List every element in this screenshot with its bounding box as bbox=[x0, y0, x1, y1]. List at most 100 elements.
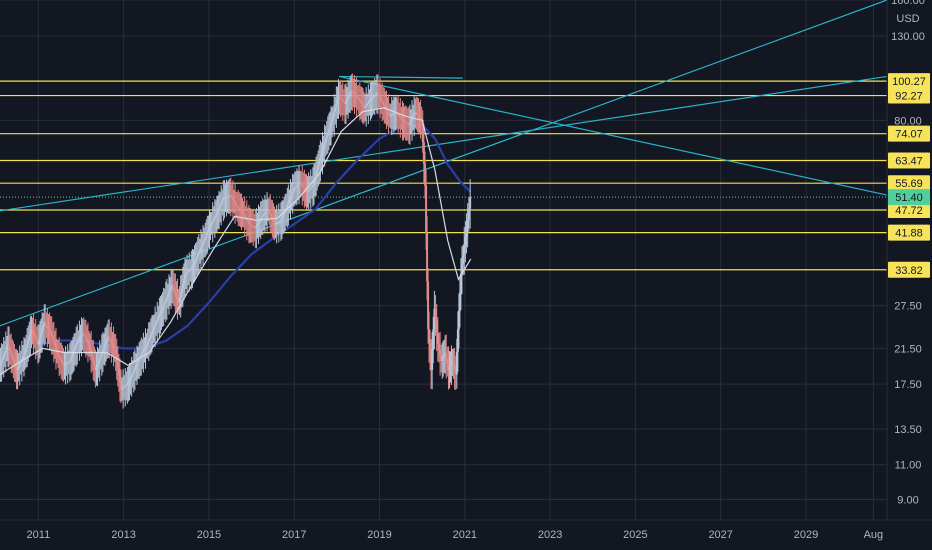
candle-body bbox=[44, 322, 47, 325]
candle-body bbox=[246, 220, 249, 223]
candle-body bbox=[271, 216, 274, 220]
candle-body bbox=[455, 351, 458, 375]
candle-body bbox=[262, 213, 265, 216]
candle-body bbox=[447, 364, 450, 370]
candle-body bbox=[158, 315, 161, 318]
candle-body bbox=[76, 342, 79, 345]
candle-body bbox=[13, 360, 16, 364]
candle-body bbox=[379, 96, 382, 99]
candle-body bbox=[230, 196, 233, 199]
price-axis[interactable]: USD 160.00 130.00 80.00 27.50 21.50 17.50 13.5… bbox=[886, 0, 932, 550]
candle-body bbox=[143, 348, 146, 351]
candle-body bbox=[428, 329, 431, 343]
candle-body bbox=[68, 360, 71, 362]
candle-body bbox=[166, 294, 169, 298]
candle-body bbox=[435, 320, 438, 333]
time-axis[interactable]: 2011 2013 2015 2017 2019 2021 2023 2025 2027 2029… bbox=[0, 519, 932, 541]
candle-body bbox=[323, 142, 326, 147]
candle-body bbox=[346, 99, 349, 102]
candle-body bbox=[459, 274, 462, 293]
candle-body bbox=[244, 216, 247, 219]
candle-body bbox=[332, 116, 335, 121]
candle-body bbox=[125, 384, 128, 386]
candle-body bbox=[367, 102, 370, 104]
candle-body bbox=[93, 361, 96, 366]
candle-body bbox=[338, 96, 341, 98]
candle-body bbox=[399, 116, 402, 118]
candle-body bbox=[413, 113, 416, 117]
candle-body bbox=[374, 93, 377, 95]
candle-body bbox=[236, 205, 239, 207]
candle-body bbox=[198, 249, 201, 252]
candle-body bbox=[140, 354, 143, 357]
candle-body bbox=[26, 344, 29, 349]
candle-body bbox=[54, 345, 57, 350]
x-tick-label: 2025 bbox=[623, 529, 647, 541]
candle-body bbox=[277, 221, 280, 223]
candle-body bbox=[120, 382, 123, 390]
x-tick-label: 2027 bbox=[708, 529, 732, 541]
candle-body bbox=[142, 350, 145, 353]
candle-body bbox=[133, 367, 136, 370]
candle-body bbox=[130, 374, 133, 377]
candle-body bbox=[0, 360, 3, 363]
candle-body bbox=[366, 103, 369, 106]
candle-body bbox=[177, 299, 180, 303]
candle-body bbox=[310, 186, 313, 188]
candle-body bbox=[331, 120, 334, 124]
candle-body bbox=[186, 272, 189, 274]
candle-body bbox=[398, 114, 401, 117]
candle-body bbox=[450, 363, 453, 366]
x-tick-label: 2011 bbox=[27, 529, 51, 541]
candle-body bbox=[312, 181, 315, 186]
candle-body bbox=[444, 352, 447, 355]
candle-body bbox=[174, 290, 177, 294]
candle-body bbox=[207, 229, 210, 233]
candle-body bbox=[286, 205, 289, 208]
x-tick-label: 2013 bbox=[111, 529, 135, 541]
candle-body bbox=[192, 263, 195, 267]
candle-body bbox=[231, 198, 234, 201]
candle-body bbox=[375, 92, 378, 94]
candle-body bbox=[387, 111, 390, 114]
candle-body bbox=[469, 197, 472, 209]
candle-body bbox=[463, 245, 466, 255]
candle-body bbox=[161, 307, 164, 311]
candle-body bbox=[247, 222, 250, 225]
candle-body bbox=[31, 329, 34, 332]
candle-body bbox=[389, 115, 392, 117]
candle-body bbox=[424, 163, 427, 186]
candle-body bbox=[326, 132, 329, 136]
x-tick-label: 2029 bbox=[794, 529, 818, 541]
trend-line bbox=[0, 75, 888, 212]
candle-body bbox=[5, 347, 8, 350]
horizontal-levels bbox=[0, 80, 887, 271]
candle-body bbox=[195, 256, 198, 260]
candle-body bbox=[25, 348, 28, 353]
candle-body bbox=[17, 365, 20, 368]
candle-body bbox=[348, 94, 351, 98]
candle-body bbox=[453, 365, 456, 370]
candle-body bbox=[456, 329, 459, 352]
candle-body bbox=[452, 360, 455, 366]
candle-body bbox=[193, 261, 196, 264]
candle-body bbox=[66, 362, 69, 364]
candle-body bbox=[42, 325, 45, 330]
candle-body bbox=[407, 123, 410, 125]
candle-body bbox=[223, 197, 226, 199]
candle-body bbox=[21, 356, 24, 359]
candle-body bbox=[185, 273, 188, 275]
candle-body bbox=[95, 366, 98, 370]
candle-body bbox=[384, 105, 387, 108]
candle-body bbox=[336, 100, 339, 105]
candle-body bbox=[147, 339, 150, 342]
candle-body bbox=[406, 123, 409, 125]
x-tick-label: 2015 bbox=[197, 529, 221, 541]
candle-body bbox=[146, 341, 149, 345]
candle-body bbox=[467, 208, 470, 221]
candle-body bbox=[132, 369, 135, 373]
candle-body bbox=[69, 358, 72, 361]
candle-body bbox=[372, 96, 375, 98]
